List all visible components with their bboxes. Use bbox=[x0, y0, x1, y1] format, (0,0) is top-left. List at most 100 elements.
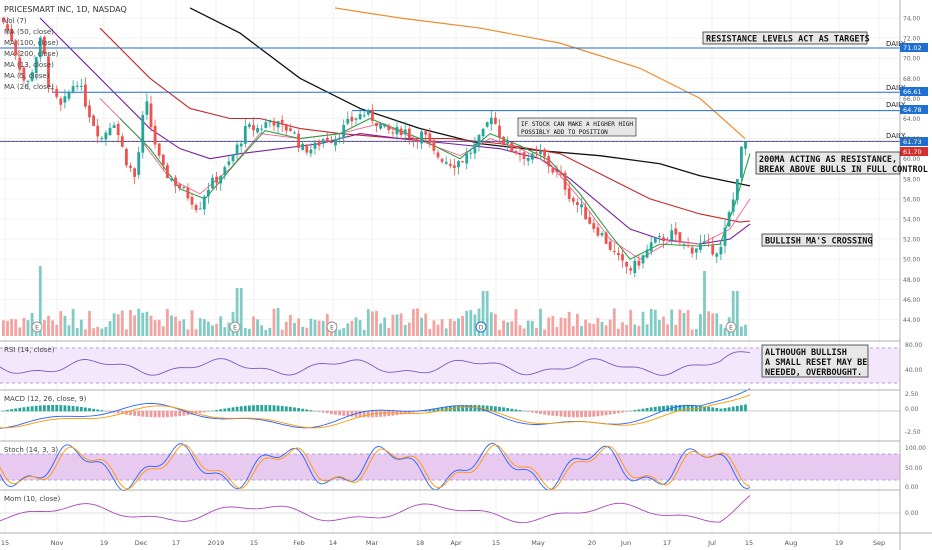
macd-histogram-bar bbox=[403, 411, 407, 414]
volume-bar bbox=[371, 311, 374, 336]
resistance-levels bbox=[0, 47, 900, 142]
price-candle bbox=[699, 242, 702, 250]
time-tick-label: 18 bbox=[416, 539, 424, 547]
volume-bar bbox=[711, 313, 715, 336]
price-candle bbox=[330, 141, 333, 143]
annotation-200ma: 200MA ACTING AS RESISTANCE, BREAK ABOVE … bbox=[755, 151, 928, 175]
price-tick-label: 48.00 bbox=[903, 277, 920, 284]
volume-bar bbox=[88, 310, 91, 336]
svg-text:BREAK ABOVE BULLS IN FULL CONT: BREAK ABOVE BULLS IN FULL CONTROL bbox=[759, 165, 928, 175]
price-tick-label: 56.00 bbox=[903, 196, 920, 203]
svg-text:61.70: 61.70 bbox=[903, 148, 922, 156]
ma-orange-line bbox=[334, 7, 746, 140]
macd-histogram-bar bbox=[399, 411, 403, 415]
macd-histogram-bar bbox=[707, 406, 710, 412]
macd-histogram-bar bbox=[305, 409, 309, 412]
price-tick-label: 68.00 bbox=[903, 76, 920, 83]
chart-grid bbox=[0, 0, 900, 533]
volume-bar bbox=[22, 317, 26, 336]
price-candle bbox=[461, 161, 464, 163]
macd-histogram-bar bbox=[366, 411, 370, 418]
volume-bar bbox=[133, 315, 136, 336]
indicator-panes bbox=[0, 347, 900, 524]
stoch-d-line bbox=[0, 444, 751, 490]
macd-histogram-bar bbox=[67, 405, 71, 412]
price-candle bbox=[670, 230, 674, 241]
volume-bar bbox=[420, 317, 423, 336]
indicator-tick-label: 0.00 bbox=[905, 484, 919, 491]
volume-bar bbox=[645, 324, 649, 336]
macd-histogram-bar bbox=[617, 411, 620, 414]
volume-bar bbox=[444, 328, 448, 336]
macd-histogram-bar bbox=[535, 411, 538, 414]
price-candle bbox=[432, 140, 436, 151]
price-candle bbox=[399, 128, 403, 136]
volume-bar bbox=[744, 324, 747, 336]
price-candle bbox=[629, 268, 633, 271]
volume-bar bbox=[653, 309, 657, 336]
macd-histogram-bar bbox=[280, 405, 284, 412]
volume-bar bbox=[305, 327, 309, 336]
macd-histogram-bar bbox=[2, 410, 5, 412]
price-tick-label: 74.00 bbox=[903, 16, 920, 23]
price-candle bbox=[305, 144, 309, 153]
volume-bar bbox=[51, 320, 54, 336]
macd-histogram-bar bbox=[473, 405, 477, 412]
price-candle bbox=[202, 196, 206, 210]
macd-histogram-bar bbox=[735, 405, 739, 412]
macd-histogram-bar bbox=[149, 411, 153, 418]
time-tick-label: 15 bbox=[1, 539, 9, 547]
volume-bar bbox=[38, 266, 42, 336]
price-candle bbox=[198, 208, 202, 210]
macd-histogram-bar bbox=[703, 406, 706, 412]
volume-bar bbox=[424, 313, 428, 336]
volume-bar bbox=[502, 320, 505, 336]
indicator-tick-label: 40.00 bbox=[905, 367, 922, 374]
price-candle bbox=[662, 237, 665, 242]
time-tick-label: Jul bbox=[707, 539, 716, 547]
price-tag-61: 61.73 bbox=[900, 137, 928, 146]
macd-histogram-bar bbox=[256, 405, 259, 412]
volume-bar bbox=[395, 314, 399, 336]
volume-bar bbox=[284, 321, 288, 336]
indicator-tick-label: 2.50 bbox=[905, 391, 919, 398]
macd-histogram-bar bbox=[198, 411, 202, 414]
price-tick-label: 66.00 bbox=[903, 96, 920, 103]
macd-histogram-bar bbox=[153, 411, 157, 418]
volume-bar bbox=[141, 312, 145, 336]
price-candle bbox=[67, 92, 71, 99]
volume-bar bbox=[637, 325, 641, 336]
price-candle bbox=[559, 171, 563, 175]
volume-bar bbox=[506, 322, 510, 336]
volume-bar bbox=[387, 327, 391, 336]
volume-bar bbox=[174, 316, 177, 336]
time-tick-label: 15 bbox=[250, 539, 258, 547]
volume-bar bbox=[219, 316, 223, 336]
volume-bar bbox=[465, 310, 469, 336]
price-candle bbox=[157, 143, 161, 156]
price-candle bbox=[256, 128, 259, 133]
price-candle bbox=[723, 227, 727, 246]
macd-histogram-bar bbox=[600, 411, 604, 416]
volume-bar bbox=[63, 315, 67, 336]
price-candle bbox=[694, 248, 698, 253]
price-tick-label: 64.00 bbox=[903, 116, 920, 123]
macd-histogram-bar bbox=[133, 411, 136, 416]
price-candle bbox=[727, 212, 731, 227]
time-tick-label: 14 bbox=[329, 539, 337, 547]
volume-bar bbox=[715, 313, 719, 336]
macd-histogram-bar bbox=[239, 406, 243, 412]
volume-bar bbox=[633, 324, 637, 336]
price-candle bbox=[707, 241, 710, 243]
event-marker-circle bbox=[725, 321, 737, 333]
price-candle bbox=[596, 227, 600, 236]
price-candle bbox=[276, 121, 280, 128]
price-candle bbox=[444, 161, 448, 164]
volume-bar bbox=[448, 318, 452, 336]
level-label-66: DAILY bbox=[886, 84, 906, 92]
volume-bar bbox=[416, 308, 419, 336]
level-label-61: DAILY bbox=[886, 132, 906, 140]
volume-bar bbox=[682, 313, 686, 336]
macd-histogram-bar bbox=[170, 411, 173, 417]
